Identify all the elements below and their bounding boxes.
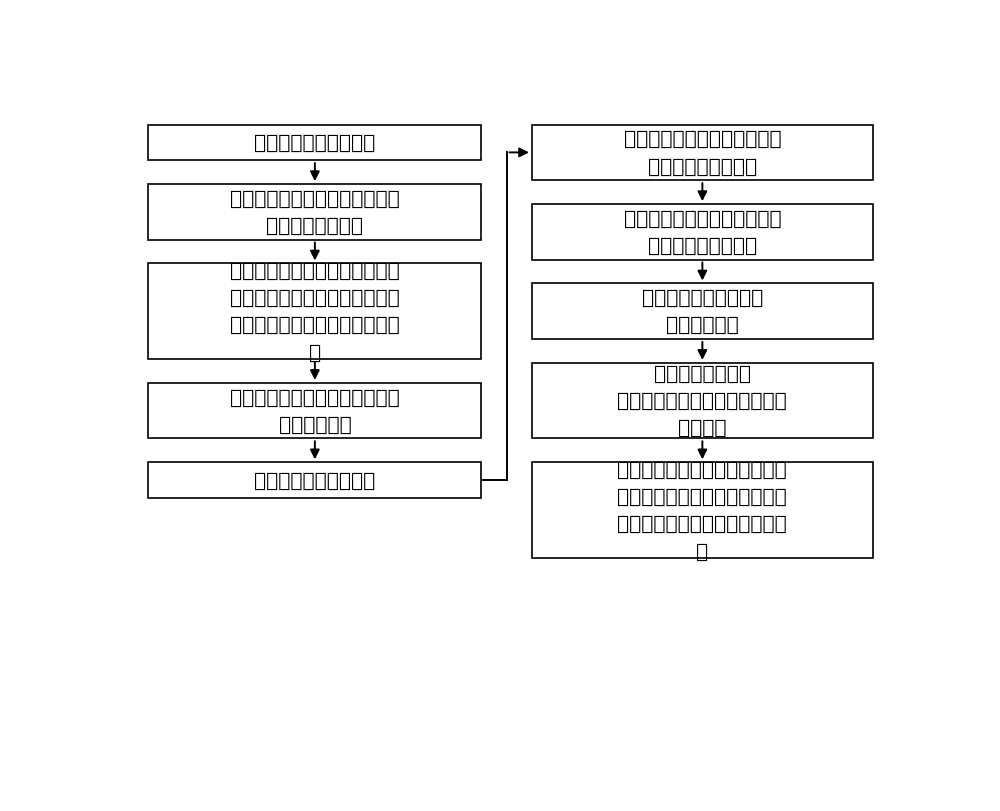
Bar	[148, 384, 481, 439]
Text: 基于所述第一来流参数生成第一
速度空间网格: 基于所述第一来流参数生成第一 速度空间网格	[230, 388, 400, 434]
Bar	[148, 126, 481, 161]
Text: 模拟得到所述第一飞行器周围的
流场变量分布信息: 模拟得到所述第一飞行器周围的 流场变量分布信息	[230, 190, 400, 236]
Text: 计算获得力放大因子和
力矩放大因子: 计算获得力放大因子和 力矩放大因子	[642, 289, 763, 335]
Bar	[532, 204, 873, 260]
Bar	[148, 185, 481, 240]
Text: 机载控制设备基于所述力放大因
子集合和所述力矩放大因子集合
对所述第一飞行器的姿态进行控
制: 机载控制设备基于所述力放大因 子集合和所述力矩放大因子集合 对所述第一飞行器的姿…	[618, 460, 787, 560]
Bar	[532, 462, 873, 558]
Text: 生成第一物理空间网格: 生成第一物理空间网格	[254, 134, 376, 152]
Text: 重复执行前序步骤
获得力放大因子集合和力矩放大
因子集合: 重复执行前序步骤 获得力放大因子集合和力矩放大 因子集合	[618, 364, 787, 438]
Bar	[148, 462, 481, 498]
Text: 获得第二速度空间网格: 获得第二速度空间网格	[254, 471, 376, 490]
Text: 确定所述第一飞行器喷流出口下
游温度最低点对应的第一位置，
并记录所述第一位置的宏观速度
值: 确定所述第一飞行器喷流出口下 游温度最低点对应的第一位置， 并记录所述第一位置的…	[230, 261, 400, 363]
Text: 获得喷流开启状态下所述第一
飞行器所受力和力矩: 获得喷流开启状态下所述第一 飞行器所受力和力矩	[624, 209, 781, 255]
Bar	[532, 363, 873, 439]
Bar	[148, 264, 481, 359]
Bar	[532, 126, 873, 181]
Text: 获得喷流关闭状态下所述第一
飞行器所受力和力矩: 获得喷流关闭状态下所述第一 飞行器所受力和力矩	[624, 130, 781, 176]
Bar	[532, 284, 873, 340]
